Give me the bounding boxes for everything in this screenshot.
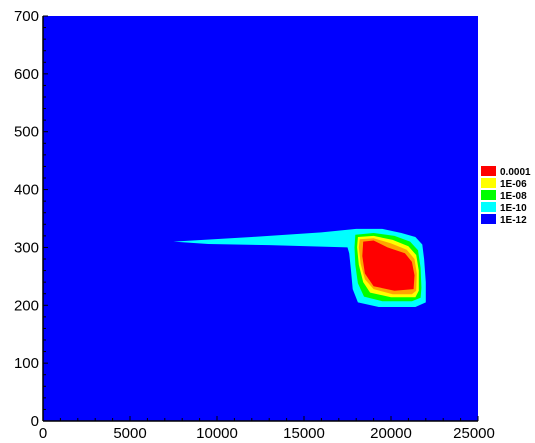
x-axis: 0 5000 10000 15000 20000 25000 (39, 416, 495, 442)
legend-swatch (481, 166, 496, 176)
y-tick-label: 400 (14, 182, 39, 199)
legend-label: 1E-08 (500, 191, 527, 202)
y-tick-label: 0 (31, 413, 39, 430)
x-tick-label: 25000 (453, 425, 495, 442)
x-tick-label: 15000 (283, 425, 325, 442)
legend-swatch (481, 202, 496, 212)
plot-background (43, 16, 478, 421)
y-tick-label: 300 (14, 239, 39, 256)
y-tick-label: 100 (14, 355, 39, 372)
legend-label: 0.0001 (500, 167, 531, 178)
legend-swatch (481, 190, 496, 200)
y-tick-label: 500 (14, 124, 39, 141)
legend-label: 1E-06 (500, 179, 527, 190)
legend-swatch (481, 178, 496, 188)
contour-region-4 (362, 240, 415, 291)
y-tick-label: 600 (14, 66, 39, 83)
x-tick-label: 0 (39, 425, 47, 442)
x-tick-label: 20000 (370, 425, 412, 442)
contour-layer (173, 228, 426, 307)
x-tick-label: 10000 (196, 425, 238, 442)
y-axis: 0 100 200 300 400 500 600 700 (14, 8, 48, 430)
x-tick-label: 5000 (113, 425, 146, 442)
legend-label: 1E-10 (500, 203, 527, 214)
legend-label: 1E-12 (500, 215, 527, 226)
y-tick-label: 700 (14, 8, 39, 25)
legend-swatch (481, 214, 496, 224)
y-tick-label: 200 (14, 297, 39, 314)
